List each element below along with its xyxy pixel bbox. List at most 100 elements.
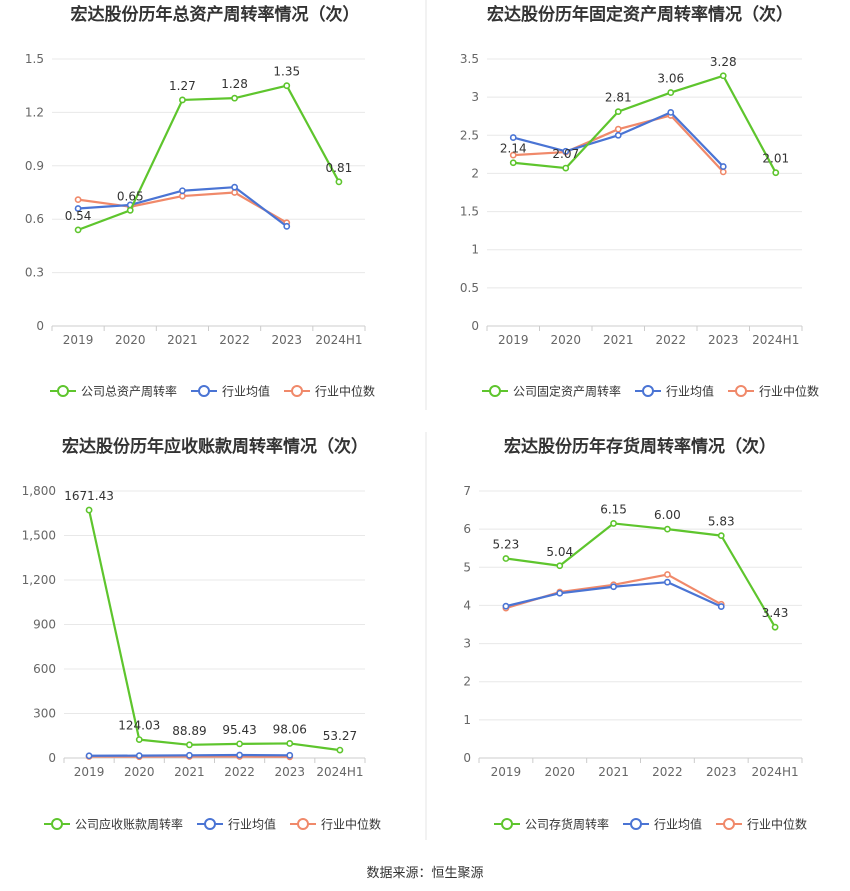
y-tick-label: 1,500: [22, 529, 56, 543]
data-label: 1.35: [273, 65, 300, 79]
legend-marker: [51, 818, 63, 830]
legend-label: 行业中位数: [747, 817, 807, 832]
legend-marker: [297, 818, 309, 830]
y-tick-label: 3.5: [460, 52, 479, 66]
data-point: [771, 623, 779, 631]
legend-label: 公司应收账款周转率: [75, 817, 183, 832]
data-label: 88.89: [172, 724, 206, 738]
legend-marker: [630, 818, 642, 830]
y-tick-label: 7: [463, 484, 471, 498]
legend-item: 公司应收账款周转率: [44, 817, 183, 832]
y-tick-label: 300: [33, 707, 56, 721]
x-tick-label: 2023: [274, 765, 305, 779]
y-tick-label: 1: [471, 243, 479, 257]
data-label: 2.14: [500, 142, 527, 156]
data-point: [286, 751, 294, 759]
data-point: [283, 82, 291, 90]
legend-label: 行业中位数: [321, 817, 381, 832]
data-label: 6.00: [654, 508, 681, 522]
x-tick-label: 2024H1: [315, 333, 362, 347]
series-line: [88, 509, 341, 752]
data-point: [179, 96, 186, 104]
legend-item: 公司固定资产周转率: [482, 384, 621, 399]
data-point: [509, 151, 517, 159]
data-point: [179, 192, 186, 200]
chart-panel: 宏达股份历年存货周转率情况（次） 0 1 2 3 4 5 6 7 2019 2020 2021 2022…: [463, 436, 807, 832]
x-tick-label: 2023: [708, 333, 739, 347]
x-tick-label: 2020: [124, 765, 155, 779]
chart-panel: 宏达股份历年应收账款周转率情况（次） 0 300 600 900 1,200 1,500 1,…: [22, 436, 381, 832]
data-point: [74, 196, 82, 204]
data-point: [719, 168, 727, 176]
data-point: [556, 589, 564, 597]
chart-panel: 宏达股份历年总资产周转率情况（次） 0 0.3 0.6 0.9 1.2 1.5 2019 202…: [25, 4, 375, 399]
x-tick-label: 2023: [706, 765, 737, 779]
data-point: [717, 532, 725, 540]
data-point: [236, 751, 243, 759]
chart-title: 宏达股份历年固定资产周转率情况（次）: [487, 4, 793, 25]
x-tick-label: 2020: [550, 333, 581, 347]
x-tick-label: 2024H1: [752, 333, 799, 347]
x-tick-label: 2022: [652, 765, 683, 779]
legend-label: 行业中位数: [315, 384, 375, 399]
legend-item: 行业中位数: [290, 817, 381, 832]
x-tick-label: 2022: [224, 765, 255, 779]
legend-label: 公司存货周转率: [525, 817, 609, 832]
legend-marker: [501, 818, 513, 830]
legend-item: 公司总资产周转率: [50, 384, 177, 399]
y-tick-label: 6: [463, 522, 471, 536]
y-tick-label: 0.5: [460, 281, 479, 295]
x-tick-label: 2020: [544, 765, 575, 779]
legend-marker: [57, 385, 69, 397]
y-tick-label: 3: [463, 637, 471, 651]
data-point: [667, 109, 675, 116]
legend-marker: [204, 818, 216, 830]
data-point: [231, 189, 238, 196]
legend-label: 行业均值: [666, 384, 714, 399]
legend-item: 行业均值: [623, 817, 702, 832]
data-point: [610, 583, 617, 591]
data-label: 95.43: [222, 723, 256, 737]
data-point: [85, 506, 93, 514]
data-label: 6.15: [600, 502, 627, 516]
data-point: [717, 603, 725, 610]
y-tick-label: 0: [48, 751, 56, 765]
y-tick-label: 5: [463, 560, 471, 574]
data-label: 3.28: [710, 55, 737, 69]
legend-marker: [489, 385, 501, 397]
data-label: 98.06: [273, 722, 307, 736]
y-tick-label: 900: [33, 618, 56, 632]
chart-panel: 宏达股份历年固定资产周转率情况（次） 0 0.5 1 1.5 2 2.5 3 3.5 2019 20…: [460, 4, 819, 399]
x-tick-label: 2021: [603, 333, 634, 347]
data-point: [719, 72, 727, 80]
legend-label: 公司总资产周转率: [81, 384, 177, 399]
data-label: 53.27: [323, 729, 357, 743]
chart-title: 宏达股份历年应收账款周转率情况（次）: [62, 436, 368, 457]
legend-marker: [291, 385, 303, 397]
y-tick-label: 1: [463, 713, 471, 727]
data-point: [135, 736, 143, 744]
data-point: [667, 89, 675, 96]
y-tick-label: 2: [463, 675, 471, 689]
data-point: [614, 131, 622, 139]
data-label: 124.03: [118, 719, 160, 733]
y-tick-label: 0.9: [25, 159, 44, 173]
data-point: [614, 108, 622, 116]
data-point: [336, 746, 344, 754]
y-tick-label: 600: [33, 662, 56, 676]
x-tick-label: 2021: [174, 765, 205, 779]
data-point: [509, 159, 517, 167]
legend-label: 行业中位数: [759, 384, 819, 399]
y-tick-label: 2.5: [460, 128, 479, 142]
data-point: [614, 125, 622, 133]
data-label: 1.28: [221, 77, 248, 91]
data-label: 0.65: [117, 189, 144, 203]
data-point: [286, 740, 294, 747]
legend-label: 行业均值: [222, 384, 270, 399]
x-tick-label: 2023: [271, 333, 302, 347]
y-tick-label: 1,800: [22, 484, 56, 498]
y-tick-label: 0.6: [25, 212, 44, 226]
legend-item: 行业中位数: [716, 817, 807, 832]
x-tick-label: 2022: [655, 333, 686, 347]
data-label: 5.04: [546, 545, 573, 559]
